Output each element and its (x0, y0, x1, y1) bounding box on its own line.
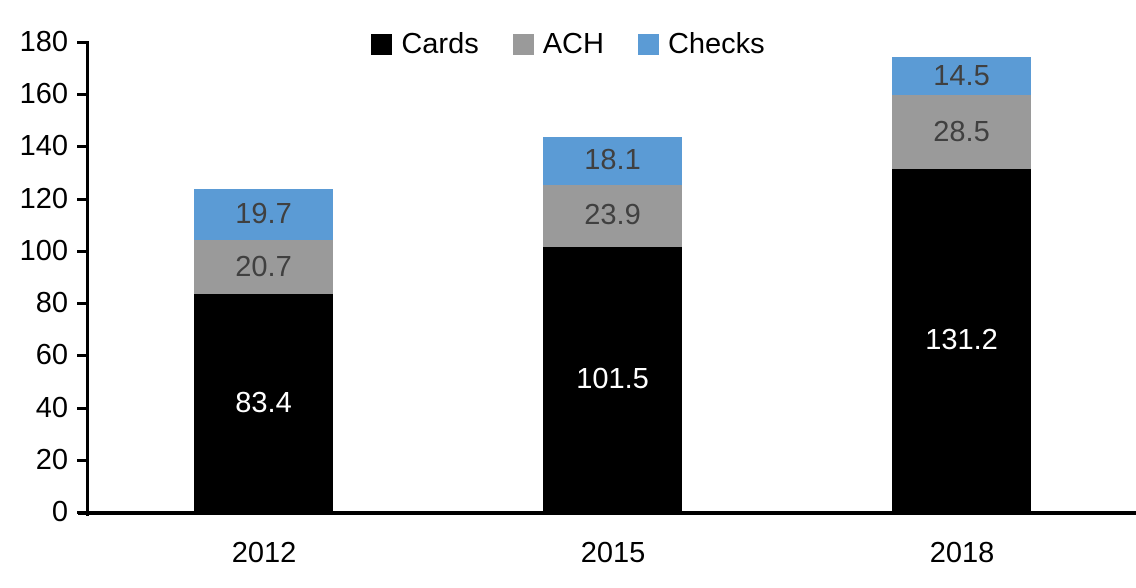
y-axis-tick (77, 93, 89, 96)
legend-item-checks: Checks (637, 28, 765, 60)
value-label-2018-ach: 28.5 (933, 115, 990, 148)
legend-label-checks: Checks (667, 28, 765, 60)
x-axis-category-label: 2012 (231, 537, 297, 569)
x-axis-category-label: 2018 (929, 537, 995, 569)
y-axis-tick-label: 180 (19, 26, 68, 58)
y-axis-tick-label: 20 (35, 444, 68, 476)
bar-segment-2018-ach: 28.5 (892, 95, 1031, 170)
legend-item-ach: ACH (512, 28, 604, 60)
y-axis-tick (77, 41, 89, 44)
legend-swatch-cards (371, 34, 393, 55)
bar-segment-2018-cards: 131.2 (892, 169, 1031, 512)
value-label-2015-checks: 18.1 (584, 144, 641, 177)
y-axis-tick-label: 160 (19, 78, 68, 110)
value-label-2012-cards: 83.4 (235, 386, 292, 419)
bar-segment-2015-cards: 101.5 (543, 246, 682, 512)
y-axis-tick (77, 250, 89, 253)
y-axis-tick (77, 302, 89, 305)
value-label-2015-cards: 101.5 (576, 362, 649, 395)
legend-swatch-checks (637, 34, 659, 55)
y-axis-tick (77, 511, 89, 514)
bar-segment-2012-cards: 83.4 (194, 294, 333, 512)
bar-segment-2018-checks: 14.5 (892, 57, 1031, 96)
x-axis-category-label: 2015 (580, 537, 646, 569)
legend-item-cards: Cards (371, 28, 479, 60)
bar-segment-2012-checks: 19.7 (194, 188, 333, 241)
y-axis-tick (77, 459, 89, 462)
bar-segment-2015-checks: 18.1 (543, 137, 682, 185)
bar-2015: 101.5 23.9 18.1 (543, 137, 682, 512)
y-axis-tick-label: 140 (19, 130, 68, 162)
x-axis-line (78, 511, 1136, 515)
y-axis-tick-label: 80 (35, 287, 68, 319)
y-axis-tick-label: 40 (35, 392, 68, 424)
legend-label-cards: Cards (401, 28, 479, 60)
value-label-2015-ach: 23.9 (584, 199, 641, 232)
bar-segment-2015-ach: 23.9 (543, 184, 682, 247)
y-axis-line (86, 42, 89, 516)
y-axis-tick-label: 100 (19, 235, 68, 267)
bar-2012: 83.4 20.7 19.7 (194, 188, 333, 512)
y-axis-tick (77, 354, 89, 357)
y-axis-tick-label: 60 (35, 339, 68, 371)
value-label-2018-cards: 131.2 (925, 324, 998, 357)
legend-label-ach: ACH (542, 28, 604, 60)
y-axis-tick-label: 0 (51, 496, 68, 528)
y-axis-tick-label: 120 (19, 183, 68, 215)
y-axis-tick (77, 198, 89, 201)
legend-swatch-ach (512, 34, 534, 55)
value-label-2012-checks: 19.7 (235, 197, 292, 230)
bar-segment-2012-ach: 20.7 (194, 240, 333, 295)
y-axis-tick (77, 407, 89, 410)
value-label-2012-ach: 20.7 (235, 250, 292, 283)
legend: Cards ACH Checks (0, 30, 1136, 59)
bar-2018: 131.2 28.5 14.5 (892, 57, 1031, 512)
value-label-2018-checks: 14.5 (933, 59, 990, 92)
y-axis-tick (77, 145, 89, 148)
